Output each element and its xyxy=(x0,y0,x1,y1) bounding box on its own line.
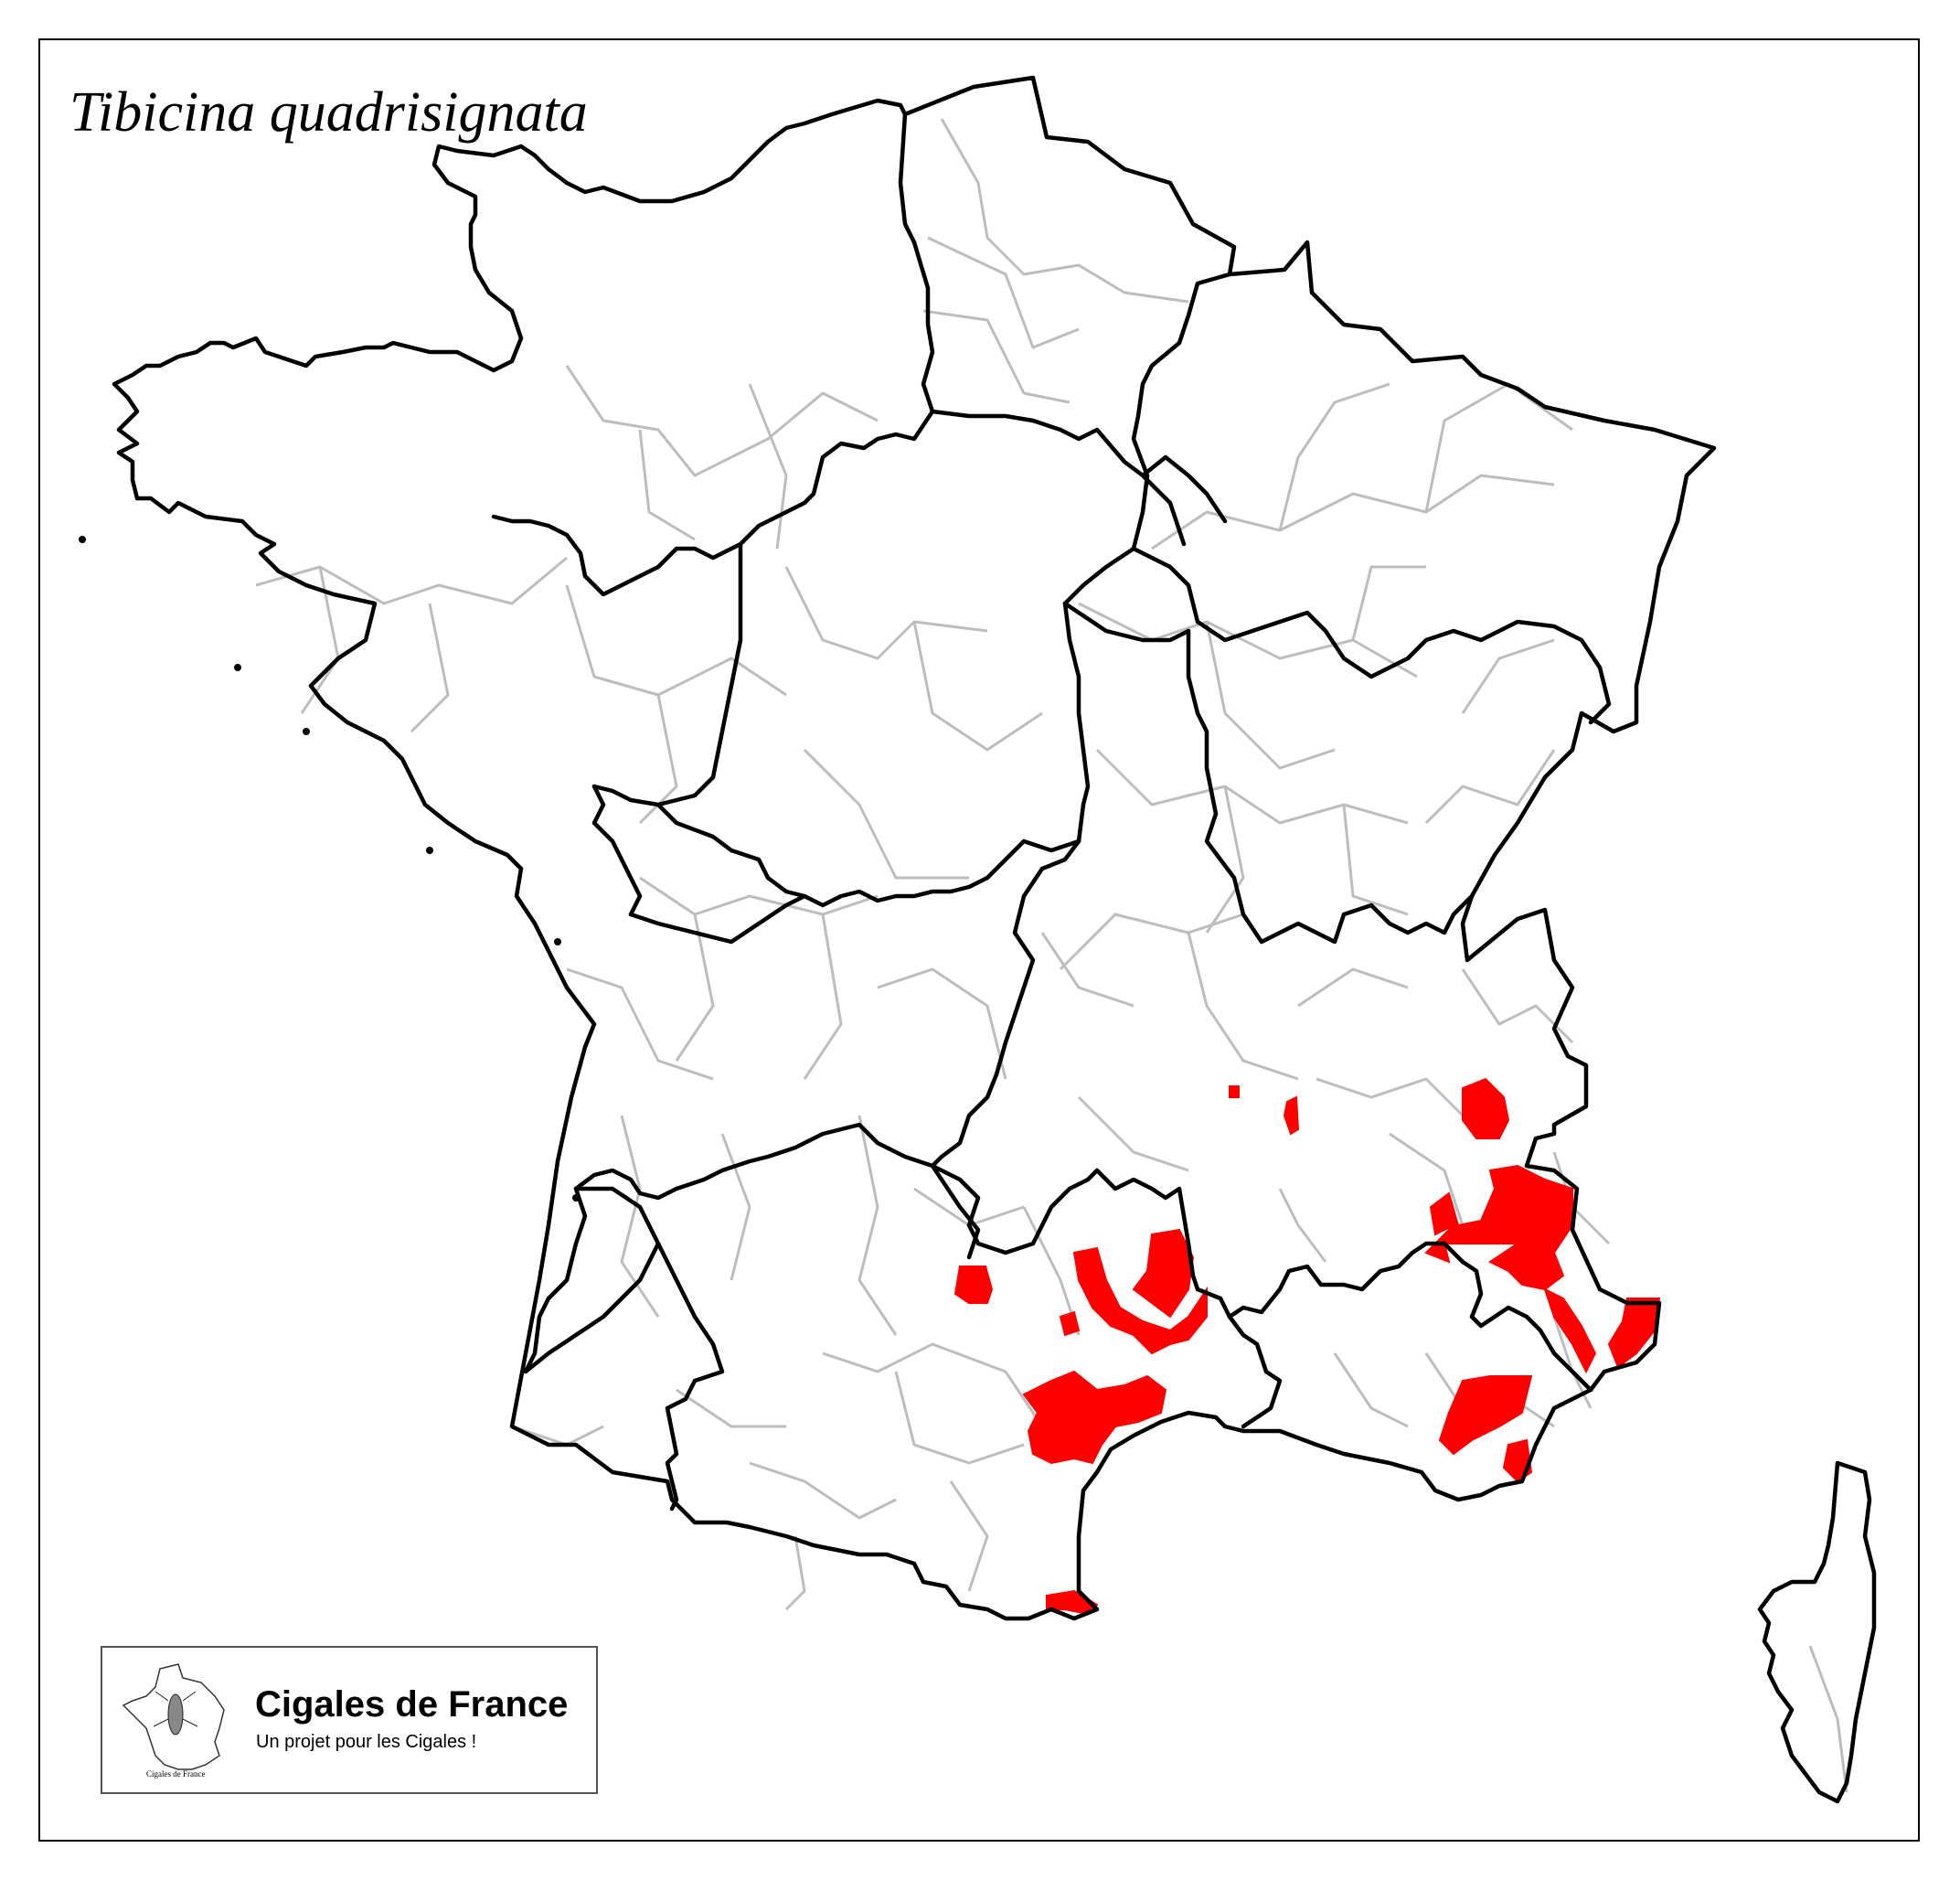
presence-area xyxy=(1607,1298,1661,1369)
presence-area xyxy=(1438,1375,1533,1456)
presence-area xyxy=(1132,1228,1195,1319)
presence-areas xyxy=(953,1077,1661,1616)
project-name: Cigales de France xyxy=(255,1684,569,1725)
presence-area xyxy=(1072,1246,1208,1355)
region-borders xyxy=(112,75,1877,1804)
presence-area xyxy=(1283,1095,1300,1136)
presence-area xyxy=(953,1266,994,1304)
corsica-outline xyxy=(1757,1460,1877,1804)
presence-area xyxy=(1510,1178,1551,1245)
presence-area xyxy=(1462,1077,1510,1139)
logo-mini-caption: Cigales de France xyxy=(146,1769,205,1779)
coastal-islands xyxy=(79,536,580,1202)
presence-area xyxy=(1543,1287,1597,1374)
france-outline xyxy=(112,75,1717,1621)
map-frame xyxy=(38,38,1920,1842)
project-tagline: Un projet pour les Cigales ! xyxy=(256,1732,477,1752)
presence-area xyxy=(1229,1085,1240,1098)
presence-area xyxy=(1502,1438,1533,1483)
presence-area xyxy=(1059,1310,1081,1337)
legend-box: Cigales de France Cigales de France Un p… xyxy=(101,1646,598,1794)
map-title: Tibicina quadrisignata xyxy=(69,81,588,144)
logo-mini-map: Cigales de France xyxy=(122,1663,225,1779)
presence-area xyxy=(1022,1370,1167,1465)
